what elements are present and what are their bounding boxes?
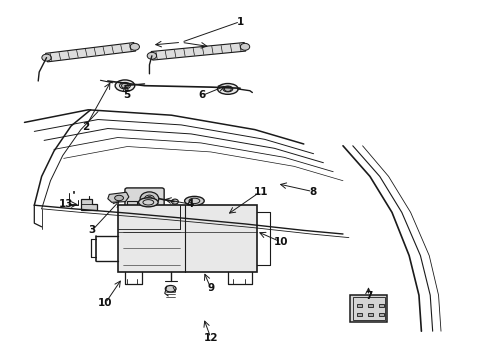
Text: 12: 12	[203, 333, 218, 343]
Text: 2: 2	[82, 122, 89, 132]
Circle shape	[130, 43, 140, 50]
Text: 3: 3	[89, 225, 96, 235]
Circle shape	[147, 52, 157, 59]
Text: 7: 7	[365, 291, 372, 301]
Circle shape	[122, 83, 128, 88]
Bar	[357, 304, 362, 307]
Bar	[379, 304, 384, 307]
Circle shape	[42, 54, 51, 61]
Bar	[118, 205, 257, 272]
Ellipse shape	[165, 285, 176, 292]
Polygon shape	[81, 199, 97, 210]
Ellipse shape	[115, 195, 123, 201]
Polygon shape	[151, 42, 246, 60]
Polygon shape	[46, 42, 136, 62]
Polygon shape	[108, 192, 129, 202]
Text: 10: 10	[273, 237, 288, 247]
Bar	[368, 313, 373, 316]
Circle shape	[224, 86, 231, 91]
Text: 5: 5	[123, 90, 130, 100]
Text: 4: 4	[186, 199, 194, 209]
Bar	[350, 295, 387, 322]
Circle shape	[147, 197, 152, 201]
Ellipse shape	[218, 84, 238, 94]
Text: 6: 6	[199, 90, 206, 100]
Text: 9: 9	[207, 283, 214, 293]
Ellipse shape	[115, 80, 135, 91]
Bar	[127, 201, 137, 208]
Bar	[368, 304, 373, 307]
Text: 13: 13	[59, 199, 74, 210]
Bar	[379, 313, 384, 316]
Text: 10: 10	[98, 298, 113, 308]
Circle shape	[240, 43, 250, 50]
Bar	[357, 313, 362, 316]
Bar	[353, 297, 385, 320]
Ellipse shape	[185, 197, 204, 205]
Ellipse shape	[139, 198, 158, 207]
Ellipse shape	[140, 192, 159, 206]
Text: 1: 1	[237, 17, 244, 27]
Circle shape	[172, 199, 178, 204]
FancyBboxPatch shape	[125, 188, 164, 210]
Ellipse shape	[145, 195, 154, 202]
Text: 8: 8	[309, 186, 316, 197]
Text: 11: 11	[253, 186, 268, 197]
